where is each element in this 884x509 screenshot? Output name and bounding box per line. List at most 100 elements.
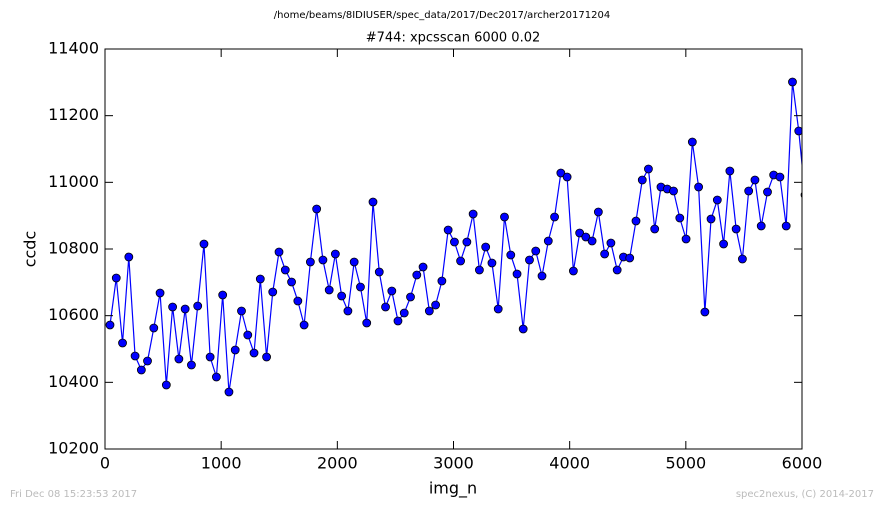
data-point — [136, 365, 146, 375]
data-point — [781, 221, 791, 231]
data-point — [437, 276, 447, 286]
data-point — [700, 307, 710, 317]
data-point — [368, 197, 378, 207]
data-point — [581, 232, 591, 242]
data-point — [481, 242, 491, 252]
data-point — [212, 372, 221, 382]
data-point — [130, 351, 140, 361]
data-point — [387, 286, 397, 296]
data-point — [706, 214, 716, 224]
data-point — [719, 239, 728, 249]
data-point — [650, 224, 660, 234]
data-point — [149, 323, 159, 333]
data-point — [600, 249, 610, 259]
data-point — [518, 324, 528, 334]
data-point — [644, 164, 653, 174]
data-point — [531, 246, 541, 256]
y-tick-label: 11200 — [48, 105, 99, 124]
data-point — [543, 236, 553, 246]
x-tick-label: 5000 — [665, 454, 706, 473]
data-point — [738, 254, 747, 264]
data-point — [593, 207, 603, 217]
data-point — [381, 302, 390, 312]
x-tick-label: 2000 — [317, 454, 358, 473]
data-point — [612, 265, 622, 275]
data-point — [587, 236, 597, 246]
data-point — [349, 257, 359, 267]
data-point — [124, 252, 134, 262]
data-point — [274, 247, 284, 257]
data-point — [161, 380, 171, 390]
data-point — [493, 304, 503, 314]
data-point — [293, 296, 303, 306]
data-point — [606, 238, 616, 248]
footer-left: Fri Dec 08 15:23:53 2017 — [10, 489, 137, 500]
data-point — [168, 302, 178, 312]
data-point — [506, 250, 516, 260]
y-tick-label: 10600 — [48, 305, 99, 324]
data-point — [105, 320, 115, 330]
data-point — [681, 234, 691, 244]
plot-area — [105, 77, 802, 397]
data-point — [337, 291, 347, 301]
data-point — [280, 265, 290, 275]
data-point — [199, 239, 209, 249]
data-point — [224, 387, 234, 397]
data-point — [694, 182, 704, 192]
data-point — [243, 330, 253, 340]
data-point — [406, 292, 415, 302]
data-point — [362, 318, 372, 328]
axes-frame — [104, 48, 803, 450]
x-axis-label: img_n — [429, 479, 477, 499]
x-tick-label: 3000 — [433, 454, 474, 473]
data-point — [775, 172, 785, 182]
data-point — [193, 301, 203, 311]
data-point — [356, 282, 365, 292]
data-point — [537, 271, 547, 281]
data-point — [556, 168, 566, 178]
data-point — [330, 249, 340, 259]
data-point — [205, 352, 215, 362]
data-point — [731, 224, 741, 234]
data-point — [268, 287, 278, 297]
data-point — [631, 216, 641, 226]
data-point — [562, 172, 572, 182]
data-point — [468, 209, 478, 219]
x-tick-label: 0 — [100, 454, 110, 473]
data-point — [456, 256, 465, 266]
data-point — [550, 212, 559, 222]
data-point — [525, 255, 534, 265]
data-point — [418, 262, 428, 272]
data-point — [374, 267, 384, 277]
y-tick-label: 11400 — [48, 39, 99, 58]
data-point — [187, 360, 196, 370]
data-point — [462, 237, 472, 247]
data-point — [255, 274, 265, 284]
data-point — [218, 290, 228, 300]
x-tick-label: 6000 — [782, 454, 823, 473]
data-point — [399, 308, 409, 318]
data-point — [431, 300, 441, 310]
y-tick-label: 10800 — [48, 239, 99, 258]
y-tick-label: 10400 — [48, 372, 99, 391]
x-tick-label: 4000 — [549, 454, 590, 473]
suptitle: /home/beams/8IDIUSER/spec_data/2017/Dec2… — [274, 10, 610, 21]
data-point — [568, 266, 578, 276]
x-tick-label: 1000 — [201, 454, 242, 473]
data-point — [180, 304, 190, 314]
data-point — [312, 204, 322, 214]
data-point — [111, 273, 121, 283]
data-point — [443, 225, 453, 235]
data-point — [318, 255, 328, 265]
data-point — [750, 175, 760, 185]
data-point — [412, 270, 422, 280]
data-point — [575, 228, 585, 238]
y-tick-label: 11000 — [48, 172, 99, 191]
data-point — [687, 137, 697, 147]
data-point — [756, 221, 766, 231]
footer-right: spec2nexus, (C) 2014-2017 — [736, 489, 874, 500]
data-point — [262, 352, 271, 362]
data-point — [287, 277, 296, 287]
